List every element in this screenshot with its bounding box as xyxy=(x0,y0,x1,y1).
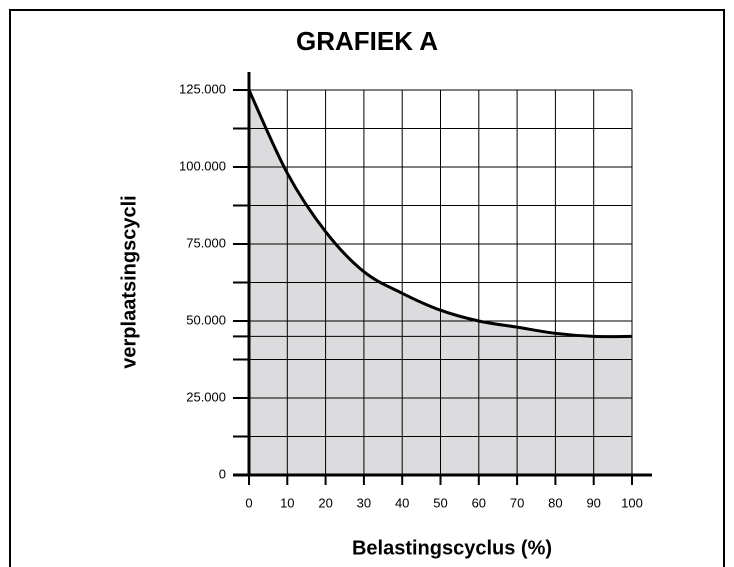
y-tick-label: 25.000 xyxy=(186,389,226,404)
x-tick-label: 40 xyxy=(395,495,409,510)
chart-title: GRAFIEK A xyxy=(296,26,438,56)
y-tick-label: 125.000 xyxy=(179,81,226,96)
x-tick-label: 100 xyxy=(621,495,643,510)
x-tick-label: 20 xyxy=(318,495,332,510)
area xyxy=(249,90,632,475)
frame xyxy=(9,9,725,567)
x-tick-label: 80 xyxy=(548,495,562,510)
y-axis-label: verplaatsingscycli xyxy=(118,195,140,368)
plot: 0 25.000 50.000 75.000 100.000 125.000 0 10 20 30… xyxy=(179,72,652,510)
y-tick-label: 0 xyxy=(219,466,226,481)
x-axis-label: Belastingscyclus (%) xyxy=(352,537,552,559)
x-tick-label: 10 xyxy=(280,495,294,510)
x-tick-label: 0 xyxy=(245,495,252,510)
y-tick-label: 100.000 xyxy=(179,158,226,173)
x-tick-label: 30 xyxy=(357,495,371,510)
x-tick-label: 60 xyxy=(472,495,486,510)
y-tick-label: 75.000 xyxy=(186,235,226,250)
x-tick-label: 90 xyxy=(586,495,600,510)
x-tick-label: 50 xyxy=(433,495,447,510)
y-tick-label: 50.000 xyxy=(186,312,226,327)
line xyxy=(247,89,633,339)
x-tick-label: 70 xyxy=(510,495,524,510)
